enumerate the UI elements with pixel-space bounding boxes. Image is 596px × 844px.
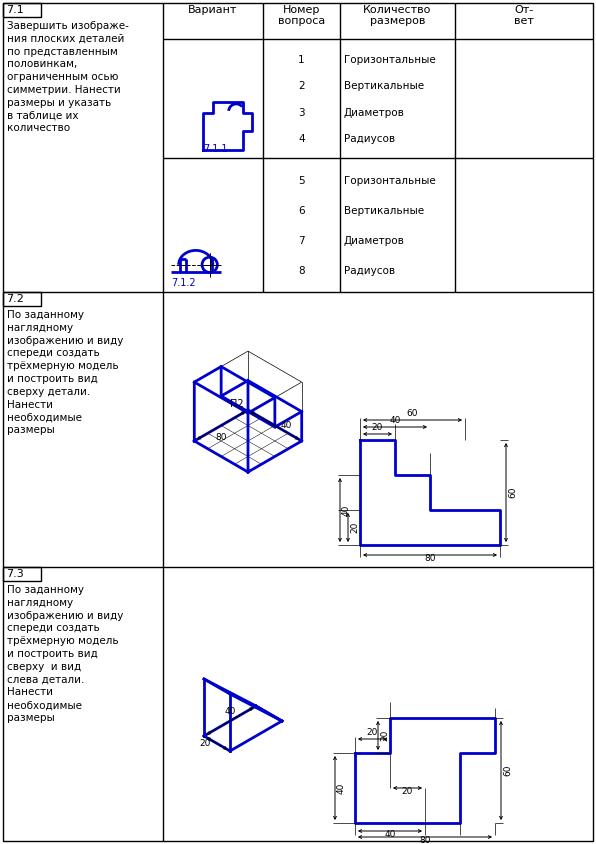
Text: Вертикальные: Вертикальные (344, 206, 424, 216)
Text: 80: 80 (215, 434, 227, 442)
Text: Горизонтальные: Горизонтальные (344, 55, 436, 65)
Text: 1: 1 (298, 55, 305, 65)
Text: размеров: размеров (370, 16, 425, 26)
Text: 5: 5 (298, 176, 305, 187)
Text: Диаметров: Диаметров (344, 236, 405, 246)
Text: 80: 80 (424, 554, 436, 563)
Text: 2: 2 (298, 81, 305, 91)
Text: 40: 40 (342, 505, 351, 516)
Text: 7.3: 7.3 (6, 569, 24, 579)
Text: П2: П2 (231, 399, 244, 409)
Text: 60: 60 (406, 409, 418, 418)
Text: 8: 8 (298, 266, 305, 276)
Text: 4: 4 (298, 134, 305, 144)
Text: 7.1.2: 7.1.2 (171, 278, 195, 288)
Text: Вертикальные: Вертикальные (344, 81, 424, 91)
Text: От-: От- (514, 5, 533, 15)
Text: 20: 20 (402, 787, 413, 796)
Text: 6: 6 (298, 206, 305, 216)
Text: Радиусов: Радиусов (344, 266, 395, 276)
Text: вопроса: вопроса (278, 16, 325, 26)
Text: 3: 3 (298, 108, 305, 117)
Text: Диаметров: Диаметров (344, 108, 405, 118)
Text: По заданному
наглядному
изображению и виду
спереди создать
трёхмерную модель
и п: По заданному наглядному изображению и ви… (7, 310, 123, 436)
Text: 20: 20 (372, 423, 383, 432)
Text: Вариант: Вариант (188, 5, 238, 15)
Text: Количество: Количество (364, 5, 432, 15)
Text: Радиусов: Радиусов (344, 134, 395, 144)
Text: 40: 40 (224, 707, 235, 716)
Text: 7.1: 7.1 (6, 5, 24, 15)
Text: 60: 60 (508, 487, 517, 498)
Bar (3, 567, 41, 581)
Text: Номер: Номер (283, 5, 320, 15)
Text: 60: 60 (503, 765, 512, 776)
Text: 7.2: 7.2 (6, 294, 24, 304)
Text: Горизонтальные: Горизонтальные (344, 176, 436, 187)
Text: 20: 20 (367, 728, 378, 737)
Bar (3, 3, 41, 17)
Text: По заданному
наглядному
изображению и виду
спереди создать
трёхмерную модель
и п: По заданному наглядному изображению и ви… (7, 585, 123, 723)
Text: вет: вет (514, 16, 534, 26)
Text: 20: 20 (350, 522, 359, 533)
Text: 40: 40 (389, 416, 401, 425)
Text: 7: 7 (298, 236, 305, 246)
Text: 20: 20 (200, 739, 211, 748)
Text: 20: 20 (380, 730, 389, 741)
Text: 40: 40 (384, 830, 396, 839)
Text: 7.1.1: 7.1.1 (203, 143, 228, 154)
Text: 40: 40 (337, 782, 346, 793)
Bar (3, 292, 41, 306)
Text: Завершить изображе-
ния плоских деталей
по представленным
половинкам,
ограниченн: Завершить изображе- ния плоских деталей … (7, 21, 129, 133)
Text: 80: 80 (419, 836, 431, 844)
Text: 40: 40 (281, 421, 292, 430)
